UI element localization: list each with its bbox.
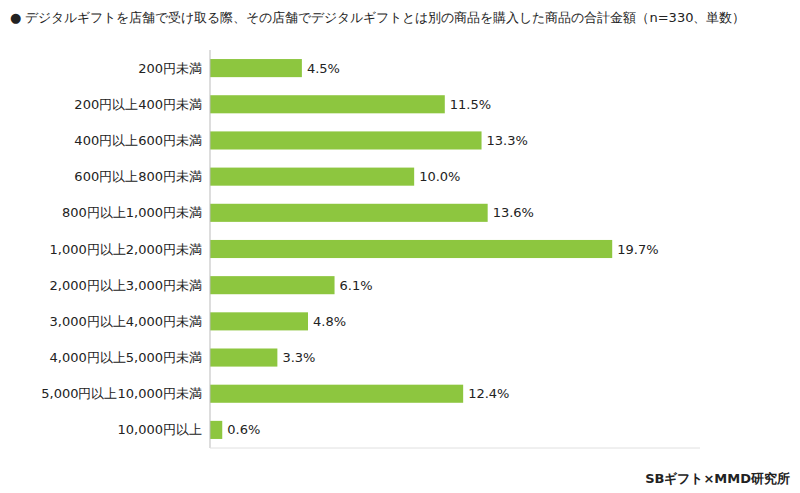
bars [210, 59, 612, 439]
bar [210, 204, 488, 222]
bar [210, 131, 482, 149]
tick-label: 200円以上400円未満 [74, 97, 202, 112]
data-label: 13.3% [487, 133, 528, 148]
data-label: 13.6% [493, 205, 534, 220]
bar [210, 385, 463, 403]
data-label: 6.1% [340, 278, 373, 293]
tick-label: 600円以上800円未満 [74, 169, 202, 184]
bar [210, 276, 335, 294]
bar [210, 59, 302, 77]
data-label: 12.4% [468, 386, 509, 401]
chart: ● デジタルギフトを店舗で受け取る際、その店舗でデジタルギフトとは別の商品を購入… [0, 0, 800, 493]
tick-label: 10,000円以上 [118, 422, 203, 437]
data-label: 11.5% [450, 97, 491, 112]
data-label: 4.5% [307, 61, 340, 76]
axis-line [210, 448, 700, 449]
bar [210, 349, 277, 367]
data-label: 4.8% [313, 314, 346, 329]
bar [210, 312, 308, 330]
annotation: SBギフト×MMD研究所 [645, 471, 790, 486]
background [0, 0, 800, 493]
tick-label: 5,000円以上10,000円未満 [41, 386, 202, 401]
bar [210, 168, 414, 186]
title: ● デジタルギフトを店舗で受け取る際、その店舗でデジタルギフトとは別の商品を購入… [10, 10, 745, 25]
tick-label: 2,000円以上3,000円未満 [50, 278, 202, 293]
tick-label: 400円以上600円未満 [74, 133, 202, 148]
data-label: 19.7% [617, 242, 658, 257]
tick-label: 4,000円以上5,000円未満 [50, 350, 202, 365]
bar [210, 240, 612, 258]
tick-label: 800円以上1,000円未満 [62, 205, 202, 220]
bar [210, 421, 222, 439]
data-label: 3.3% [282, 350, 315, 365]
data-label: 10.0% [419, 169, 460, 184]
tick-label: 200円未満 [138, 61, 202, 76]
bar [210, 95, 445, 113]
tick-label: 3,000円以上4,000円未満 [50, 314, 202, 329]
data-label: 0.6% [227, 422, 260, 437]
labels: 200円未満 4.5% 200円以上400円未満 11.5% 400円以上600円未満 1… [41, 61, 658, 438]
tick-label: 1,000円以上2,000円未満 [50, 242, 202, 257]
axis-line [210, 50, 211, 448]
